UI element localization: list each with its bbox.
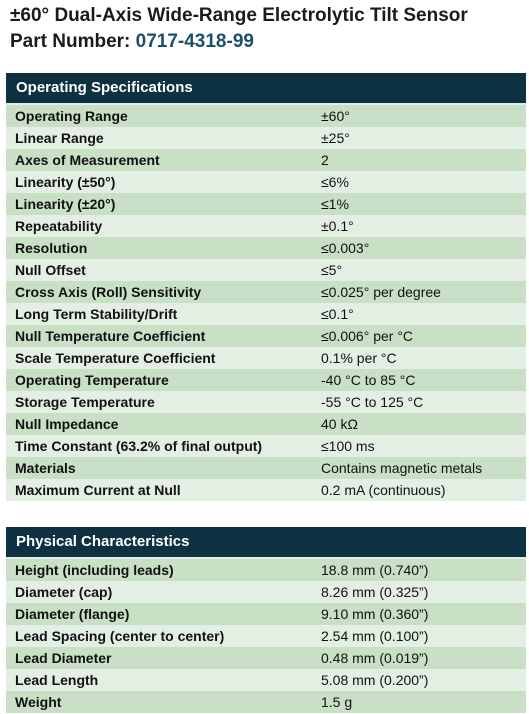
spec-label: Maximum Current at Null bbox=[15, 482, 181, 498]
spec-label: Diameter (cap) bbox=[15, 584, 113, 600]
spec-label: Long Term Stability/Drift bbox=[15, 306, 178, 322]
spec-label: Diameter (flange) bbox=[15, 606, 130, 622]
spec-value: 0.1% per °C bbox=[321, 350, 397, 366]
spec-row: Operating Range ±60° bbox=[6, 105, 526, 127]
spec-row: Null Impedance 40 kΩ bbox=[6, 413, 526, 435]
spec-value: 0.48 mm (0.019”) bbox=[321, 650, 429, 666]
spec-label: Axes of Measurement bbox=[15, 152, 160, 168]
spec-row: Linearity (±20°) ≤1% bbox=[6, 193, 526, 215]
spec-value: 5.08 mm (0.200”) bbox=[321, 672, 429, 688]
spec-value: Contains magnetic metals bbox=[321, 460, 483, 476]
spec-value: 2 bbox=[321, 152, 329, 168]
spec-label: Linear Range bbox=[15, 130, 104, 146]
spec-row: Materials Contains magnetic metals bbox=[6, 457, 526, 479]
spec-row: Repeatability ±0.1° bbox=[6, 215, 526, 237]
spec-row: Maximum Current at Null 0.2 mA (continuou… bbox=[6, 479, 526, 501]
spec-label: Operating Temperature bbox=[15, 372, 169, 388]
spec-row: Lead Spacing (center to center) 2.54 mm (… bbox=[6, 625, 526, 647]
spec-value: -55 °C to 125 °C bbox=[321, 394, 424, 410]
spec-label: Lead Spacing (center to center) bbox=[15, 628, 225, 644]
spec-row: Weight 1.5 g bbox=[6, 691, 526, 713]
spec-row: Time Constant (63.2% of final output) ≤10… bbox=[6, 435, 526, 457]
spec-value: ≤1% bbox=[321, 196, 349, 212]
physical-characteristics-heading: Physical Characteristics bbox=[6, 527, 526, 557]
operating-specifications-heading: Operating Specifications bbox=[6, 73, 526, 103]
spec-value: 40 kΩ bbox=[321, 416, 358, 432]
spec-label: Linearity (±20°) bbox=[15, 196, 116, 212]
physical-characteristics-rows: Height (including leads) 18.8 mm (0.740”)… bbox=[6, 557, 526, 713]
spec-value: ≤5° bbox=[321, 262, 343, 278]
spec-value: 9.10 mm (0.360”) bbox=[321, 606, 429, 622]
document-header: ±60° Dual-Axis Wide-Range Electrolytic T… bbox=[0, 0, 529, 55]
spec-label: Resolution bbox=[15, 240, 88, 256]
spec-label: Null Offset bbox=[15, 262, 86, 278]
physical-characteristics-table: Physical Characteristics Height (includi… bbox=[6, 527, 526, 713]
spec-label: Linearity (±50°) bbox=[15, 174, 116, 190]
spec-label: Null Impedance bbox=[15, 416, 119, 432]
part-number-line: Part Number: 0717-4318-99 bbox=[10, 29, 519, 55]
spec-value: 8.26 mm (0.325”) bbox=[321, 584, 429, 600]
spec-row: Cross Axis (Roll) Sensitivity ≤0.025° per… bbox=[6, 281, 526, 303]
spec-row: Null Temperature Coefficient ≤0.006° per … bbox=[6, 325, 526, 347]
operating-specifications-rows: Operating Range ±60° Linear Range ±25° Axes … bbox=[6, 103, 526, 501]
spec-value: ±0.1° bbox=[321, 218, 354, 234]
spec-row: Diameter (flange) 9.10 mm (0.360”) bbox=[6, 603, 526, 625]
spec-label: Storage Temperature bbox=[15, 394, 155, 410]
spec-label: Lead Length bbox=[15, 672, 99, 688]
spec-value: 0.2 mA (continuous) bbox=[321, 482, 446, 498]
spec-row: Axes of Measurement 2 bbox=[6, 149, 526, 171]
spec-value: ±60° bbox=[321, 108, 350, 124]
spec-label: Null Temperature Coefficient bbox=[15, 328, 206, 344]
spec-row: Lead Length 5.08 mm (0.200”) bbox=[6, 669, 526, 691]
spec-row: Lead Diameter 0.48 mm (0.019”) bbox=[6, 647, 526, 669]
spec-row: Null Offset ≤5° bbox=[6, 259, 526, 281]
spec-row: Height (including leads) 18.8 mm (0.740”) bbox=[6, 559, 526, 581]
spec-label: Time Constant (63.2% of final output) bbox=[15, 438, 263, 454]
spec-value: ±25° bbox=[321, 130, 350, 146]
spec-value: 18.8 mm (0.740”) bbox=[321, 562, 429, 578]
spec-value: -40 °C to 85 °C bbox=[321, 372, 416, 388]
part-number-value: 0717-4318-99 bbox=[135, 31, 254, 52]
spec-value: 2.54 mm (0.100”) bbox=[321, 628, 429, 644]
spec-label: Lead Diameter bbox=[15, 650, 112, 666]
spec-row: Operating Temperature -40 °C to 85 °C bbox=[6, 369, 526, 391]
spec-value: ≤0.1° bbox=[321, 306, 354, 322]
spec-label: Repeatability bbox=[15, 218, 103, 234]
spec-label: Weight bbox=[15, 694, 62, 710]
spec-row: Scale Temperature Coefficient 0.1% per °C bbox=[6, 347, 526, 369]
spec-row: Resolution ≤0.003° bbox=[6, 237, 526, 259]
spec-value: 1.5 g bbox=[321, 694, 353, 710]
spec-value: ≤0.006° per °C bbox=[321, 328, 414, 344]
spec-value: ≤0.003° bbox=[321, 240, 370, 256]
operating-specifications-table: Operating Specifications Operating Range… bbox=[6, 73, 526, 501]
spec-row: Long Term Stability/Drift ≤0.1° bbox=[6, 303, 526, 325]
part-number-label: Part Number: bbox=[10, 31, 136, 52]
spec-label: Cross Axis (Roll) Sensitivity bbox=[15, 284, 202, 300]
spec-row: Diameter (cap) 8.26 mm (0.325”) bbox=[6, 581, 526, 603]
spec-label: Height (including leads) bbox=[15, 562, 174, 578]
spec-label: Materials bbox=[15, 460, 76, 476]
spec-value: ≤0.025° per degree bbox=[321, 284, 441, 300]
spec-value: ≤6% bbox=[321, 174, 349, 190]
spec-row: Linearity (±50°) ≤6% bbox=[6, 171, 526, 193]
product-title: ±60° Dual-Axis Wide-Range Electrolytic T… bbox=[10, 5, 468, 26]
spec-row: Linear Range ±25° bbox=[6, 127, 526, 149]
spec-row: Storage Temperature -55 °C to 125 °C bbox=[6, 391, 526, 413]
spec-value: ≤100 ms bbox=[321, 438, 375, 454]
spec-label: Operating Range bbox=[15, 108, 128, 124]
spec-label: Scale Temperature Coefficient bbox=[15, 350, 216, 366]
